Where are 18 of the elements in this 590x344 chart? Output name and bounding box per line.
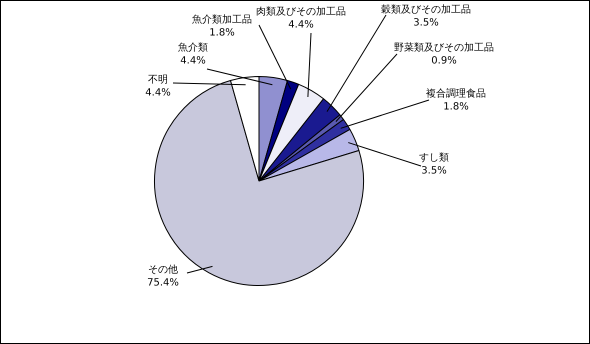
slice-label: 穀類及びその加工品 (381, 4, 471, 16)
slice-label: 複合調理食品 (426, 88, 486, 100)
data-label: 3.5% (413, 18, 439, 29)
slice-label: 魚介類 (178, 42, 208, 54)
data-label: 75.4% (147, 278, 179, 289)
data-label: 1.8% (443, 102, 469, 113)
data-label: 4.4% (180, 56, 206, 67)
data-label: 1.8% (209, 28, 235, 39)
slice-label: すし類 (419, 152, 449, 164)
data-label: 4.4% (145, 88, 171, 99)
slice-label: 肉類及びその加工品 (256, 6, 346, 18)
slice-label: 魚介類加工品 (192, 14, 252, 26)
slice-label: 野菜類及びその加工品 (394, 42, 494, 54)
data-label: 3.5% (421, 166, 447, 177)
data-label: 4.4% (288, 20, 314, 31)
data-label: 0.9% (431, 56, 457, 67)
slice-label: その他 (148, 264, 178, 276)
slice-label: 不明 (148, 74, 168, 86)
